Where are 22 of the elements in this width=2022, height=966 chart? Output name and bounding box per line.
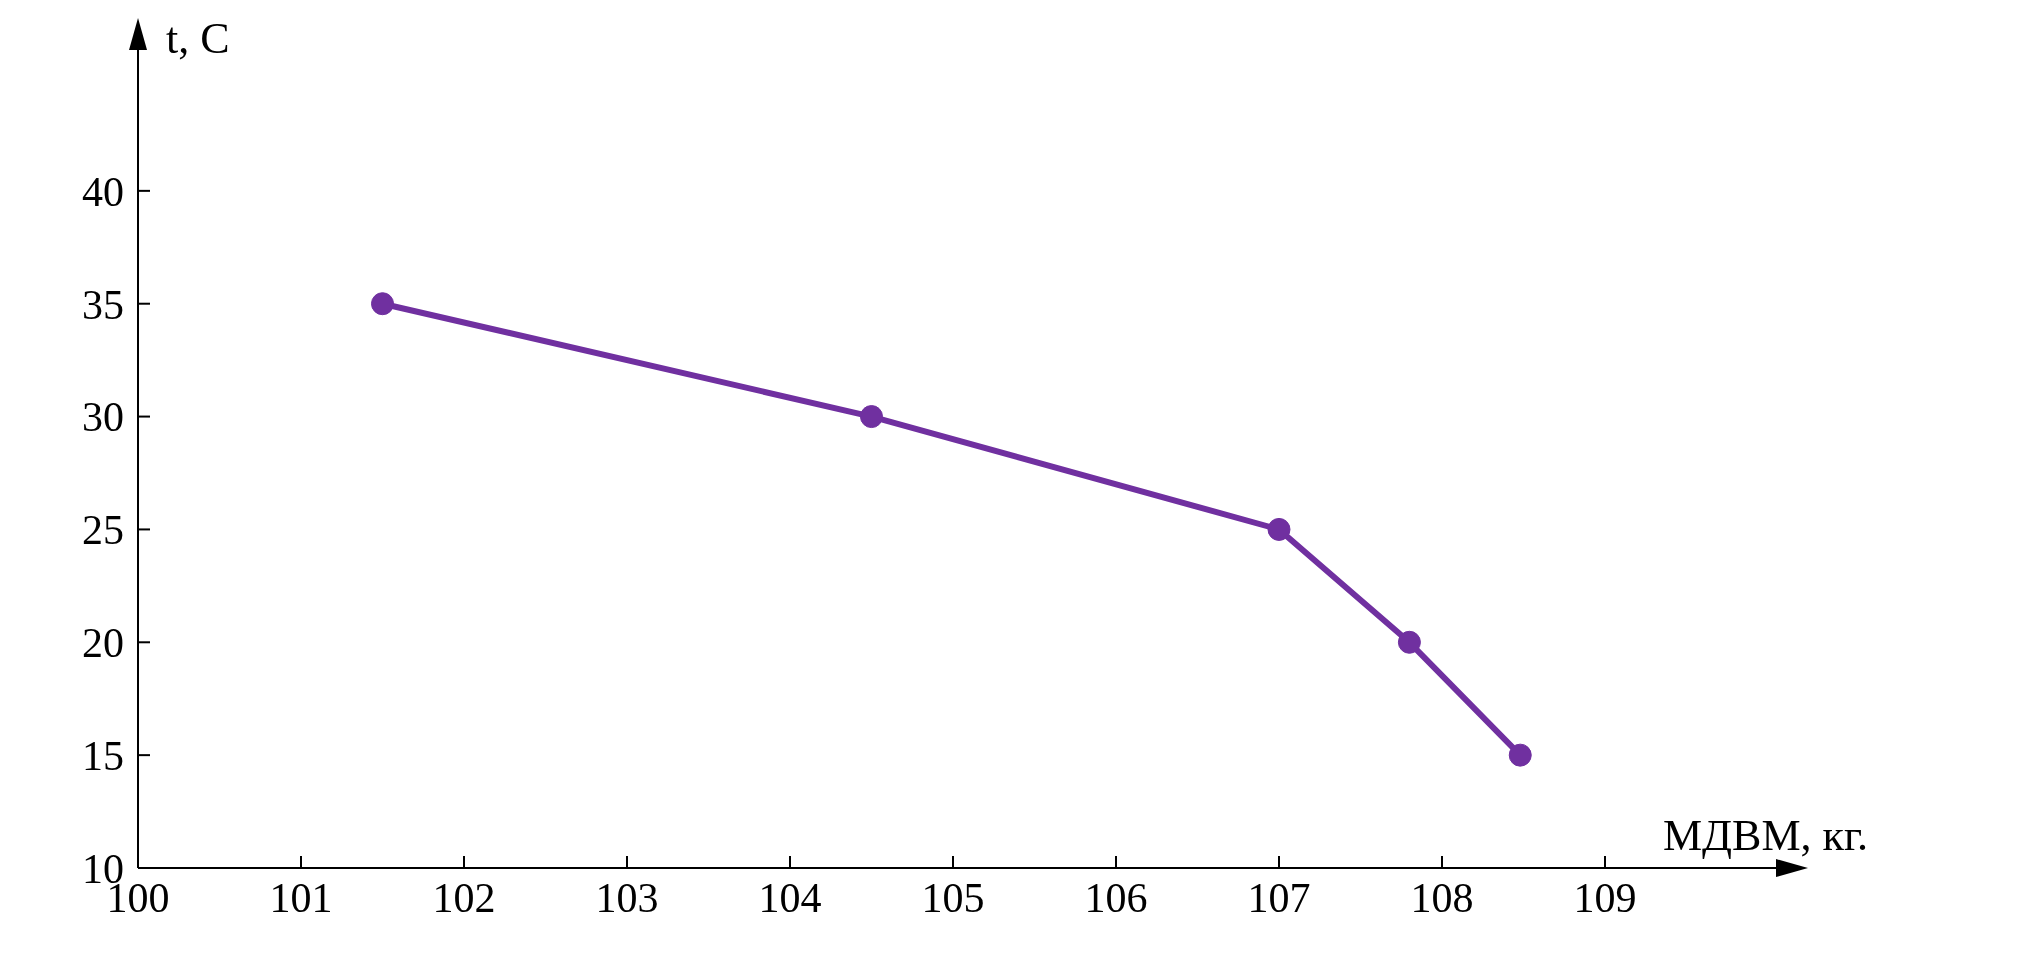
y-tick-label: 35 bbox=[82, 281, 124, 328]
point bbox=[860, 405, 883, 429]
point bbox=[1397, 630, 1421, 654]
y-tick-label: 30 bbox=[82, 394, 124, 441]
y-tick-label: 15 bbox=[82, 733, 124, 780]
x-tick-label: 104 bbox=[758, 874, 822, 921]
x-axis-title: МДВМ, кг. bbox=[1662, 811, 1868, 860]
x-tick-label: 106 bbox=[1084, 874, 1148, 921]
point bbox=[1267, 517, 1291, 541]
x-tick-label: 108 bbox=[1410, 874, 1474, 921]
point bbox=[1508, 743, 1532, 767]
x-tick-label: 109 bbox=[1573, 874, 1637, 921]
x-tick-label: 107 bbox=[1247, 874, 1311, 921]
x-tick-label: 101 bbox=[269, 874, 333, 921]
y-axis-title: t, C bbox=[166, 14, 230, 63]
x-tick-label: 103 bbox=[595, 874, 659, 921]
x-tick-label: 105 bbox=[921, 874, 985, 921]
y-tick-label: 20 bbox=[82, 620, 124, 667]
x-tick-label: 102 bbox=[432, 874, 496, 921]
y-tick-label: 25 bbox=[82, 507, 124, 554]
y-tick-label: 40 bbox=[82, 168, 124, 215]
point bbox=[371, 292, 394, 316]
